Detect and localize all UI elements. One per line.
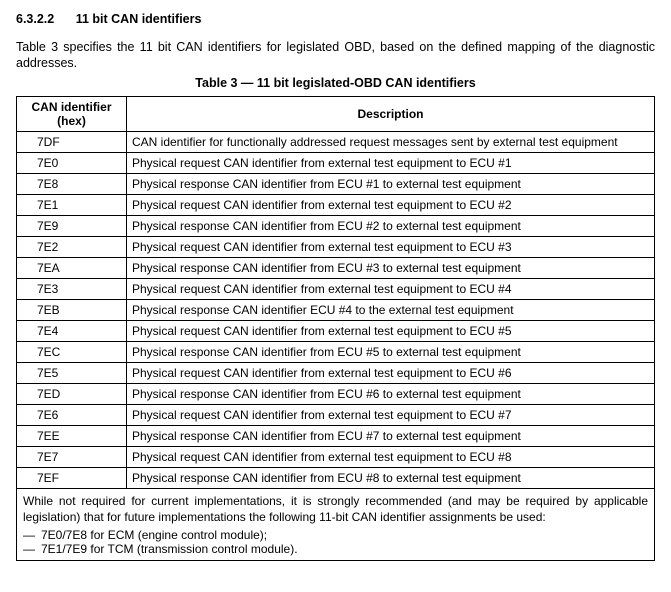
can-id-cell: 7E2 (17, 237, 127, 258)
footnote-list: 7E0/7E8 for ECM (engine control module);… (23, 528, 648, 556)
description-cell: Physical request CAN identifier from ext… (127, 195, 655, 216)
can-id-cell: 7E0 (17, 153, 127, 174)
description-cell: Physical request CAN identifier from ext… (127, 279, 655, 300)
table-row: 7EDPhysical response CAN identifier from… (17, 384, 655, 405)
can-id-cell: 7ED (17, 384, 127, 405)
description-cell: Physical response CAN identifier from EC… (127, 174, 655, 195)
can-id-cell: 7EA (17, 258, 127, 279)
table-row: 7E7Physical request CAN identifier from … (17, 447, 655, 468)
description-cell: Physical response CAN identifier ECU #4 … (127, 300, 655, 321)
table-row: 7E5Physical request CAN identifier from … (17, 363, 655, 384)
table-row: 7EFPhysical response CAN identifier from… (17, 468, 655, 489)
can-id-cell: 7DF (17, 132, 127, 153)
table-footnote: While not required for current implement… (17, 489, 655, 560)
table-row: 7E0Physical request CAN identifier from … (17, 153, 655, 174)
table-row: 7E8Physical response CAN identifier from… (17, 174, 655, 195)
col-header-id: CAN identifier (hex) (17, 97, 127, 132)
can-id-cell: 7E8 (17, 174, 127, 195)
table-row: 7EAPhysical response CAN identifier from… (17, 258, 655, 279)
table-row: 7E6Physical request CAN identifier from … (17, 405, 655, 426)
can-id-cell: 7E1 (17, 195, 127, 216)
table-row: 7E1Physical request CAN identifier from … (17, 195, 655, 216)
can-id-table: CAN identifier (hex) Description 7DFCAN … (16, 96, 655, 560)
col-header-desc: Description (127, 97, 655, 132)
can-id-cell: 7EC (17, 342, 127, 363)
table-row: 7DFCAN identifier for functionally addre… (17, 132, 655, 153)
footnote-text: While not required for current implement… (23, 493, 648, 525)
section-title: 11 bit CAN identifiers (76, 12, 202, 26)
can-id-cell: 7E5 (17, 363, 127, 384)
description-cell: Physical request CAN identifier from ext… (127, 363, 655, 384)
can-id-cell: 7EF (17, 468, 127, 489)
description-cell: Physical response CAN identifier from EC… (127, 468, 655, 489)
table-row: 7E4Physical request CAN identifier from … (17, 321, 655, 342)
description-cell: CAN identifier for functionally addresse… (127, 132, 655, 153)
can-id-cell: 7E9 (17, 216, 127, 237)
description-cell: Physical response CAN identifier from EC… (127, 384, 655, 405)
description-cell: Physical request CAN identifier from ext… (127, 321, 655, 342)
description-cell: Physical response CAN identifier from EC… (127, 342, 655, 363)
table-row: 7E2Physical request CAN identifier from … (17, 237, 655, 258)
table-row: 7E3Physical request CAN identifier from … (17, 279, 655, 300)
description-cell: Physical request CAN identifier from ext… (127, 153, 655, 174)
description-cell: Physical request CAN identifier from ext… (127, 447, 655, 468)
footnote-item: 7E0/7E8 for ECM (engine control module); (23, 528, 648, 542)
can-id-cell: 7EE (17, 426, 127, 447)
section-number: 6.3.2.2 (16, 12, 54, 26)
description-cell: Physical response CAN identifier from EC… (127, 426, 655, 447)
description-cell: Physical request CAN identifier from ext… (127, 237, 655, 258)
description-cell: Physical response CAN identifier from EC… (127, 258, 655, 279)
table-row: 7E9Physical response CAN identifier from… (17, 216, 655, 237)
description-cell: Physical request CAN identifier from ext… (127, 405, 655, 426)
description-cell: Physical response CAN identifier from EC… (127, 216, 655, 237)
section-heading: 6.3.2.2 11 bit CAN identifiers (16, 12, 655, 26)
table-row: 7EEPhysical response CAN identifier from… (17, 426, 655, 447)
can-id-cell: 7E6 (17, 405, 127, 426)
footnote-item: 7E1/7E9 for TCM (transmission control mo… (23, 542, 648, 556)
can-id-cell: 7EB (17, 300, 127, 321)
can-id-cell: 7E4 (17, 321, 127, 342)
table-row: 7ECPhysical response CAN identifier from… (17, 342, 655, 363)
intro-paragraph: Table 3 specifies the 11 bit CAN identif… (16, 39, 655, 73)
table-row: 7EBPhysical response CAN identifier ECU … (17, 300, 655, 321)
table-caption: Table 3 — 11 bit legislated-OBD CAN iden… (16, 76, 655, 90)
can-id-cell: 7E7 (17, 447, 127, 468)
can-id-cell: 7E3 (17, 279, 127, 300)
